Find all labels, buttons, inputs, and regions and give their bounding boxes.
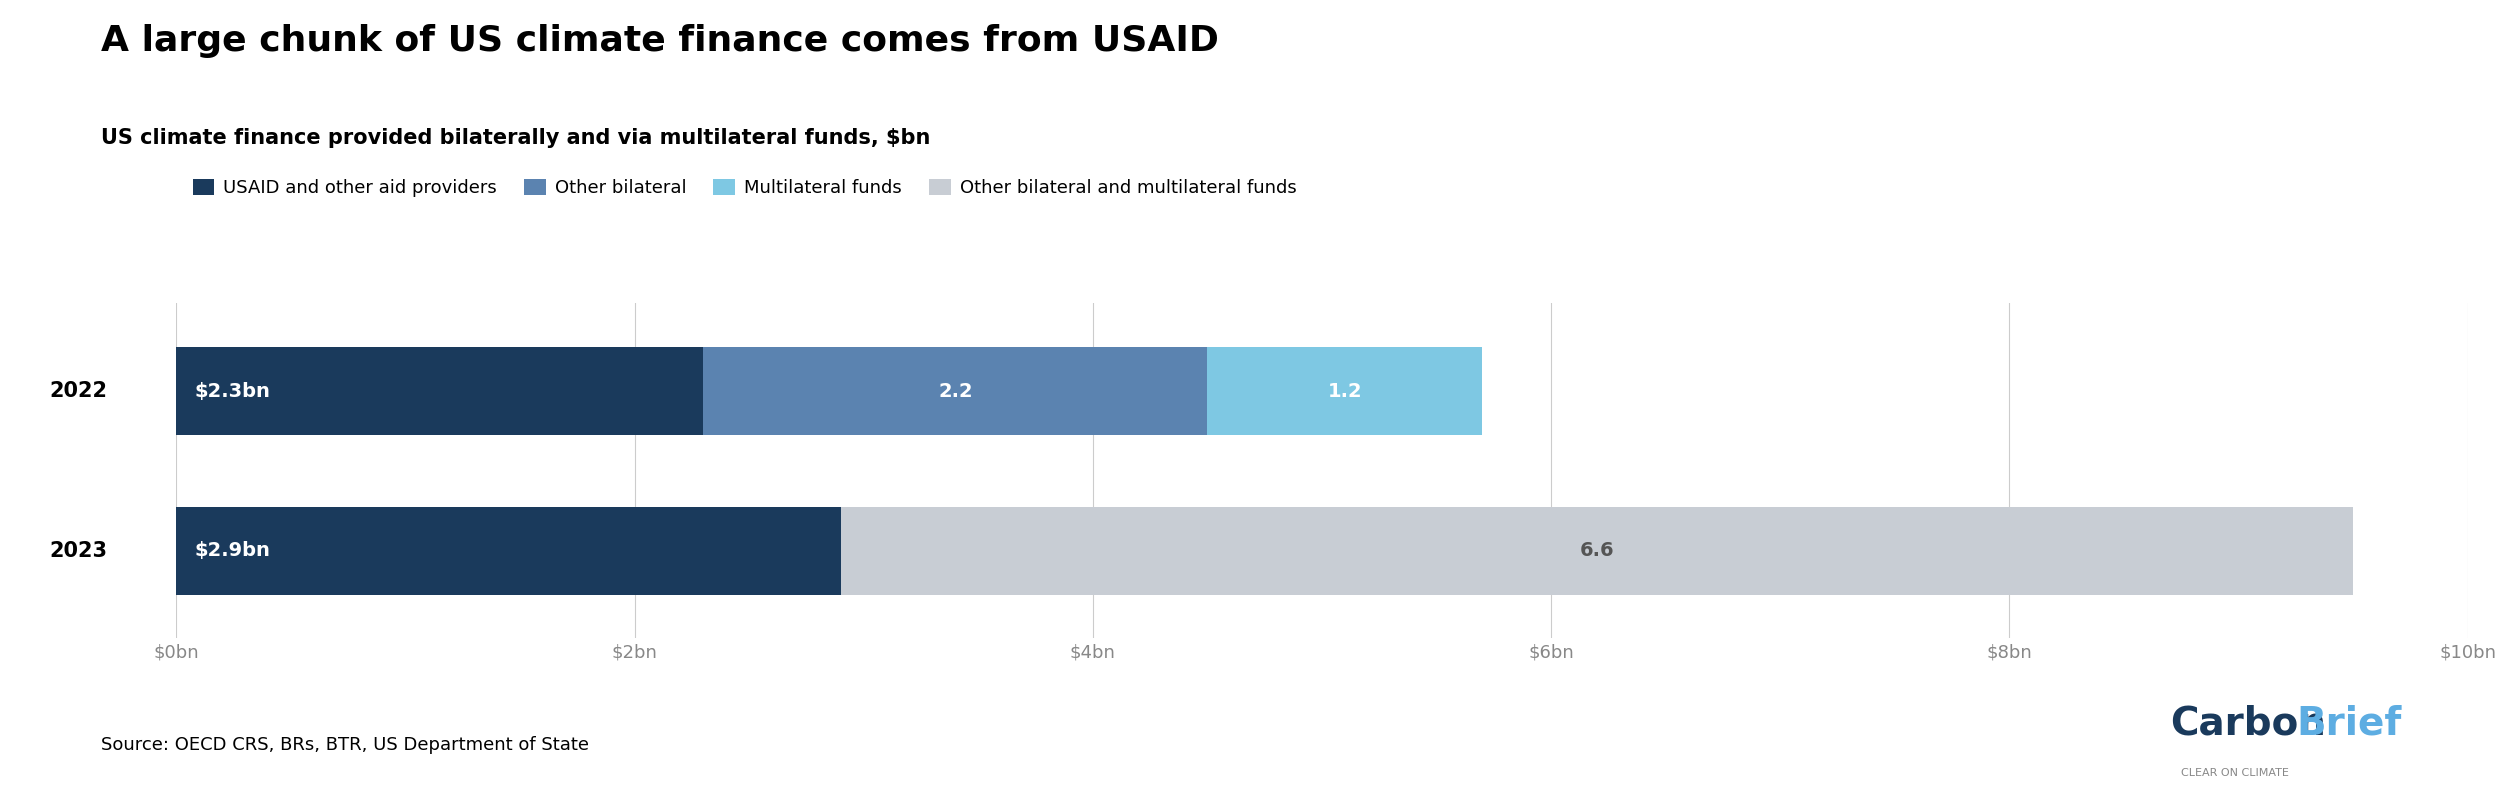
Text: CLEAR ON CLIMATE: CLEAR ON CLIMATE <box>2181 768 2289 778</box>
Text: 6.6: 6.6 <box>1579 541 1614 560</box>
Text: 2023: 2023 <box>50 540 108 561</box>
Text: Carbon: Carbon <box>2171 704 2327 742</box>
Text: 2.2: 2.2 <box>939 381 972 401</box>
Bar <box>703 347 1206 435</box>
Bar <box>176 507 841 595</box>
Text: Source: OECD CRS, BRs, BTR, US Department of State: Source: OECD CRS, BRs, BTR, US Departmen… <box>101 736 589 754</box>
Legend: USAID and other aid providers, Other bilateral, Multilateral funds, Other bilate: USAID and other aid providers, Other bil… <box>186 172 1304 204</box>
Bar <box>176 347 703 435</box>
Text: $2.9bn: $2.9bn <box>194 541 269 560</box>
Text: US climate finance provided bilaterally and via multilateral funds, $bn: US climate finance provided bilaterally … <box>101 128 929 148</box>
Text: 1.2: 1.2 <box>1327 381 1362 401</box>
Bar <box>1206 347 1483 435</box>
Text: 2022: 2022 <box>50 381 108 401</box>
Text: Brief: Brief <box>2296 704 2402 742</box>
Text: $2.3bn: $2.3bn <box>194 381 269 401</box>
Bar <box>841 507 2352 595</box>
Text: A large chunk of US climate finance comes from USAID: A large chunk of US climate finance come… <box>101 24 1219 58</box>
